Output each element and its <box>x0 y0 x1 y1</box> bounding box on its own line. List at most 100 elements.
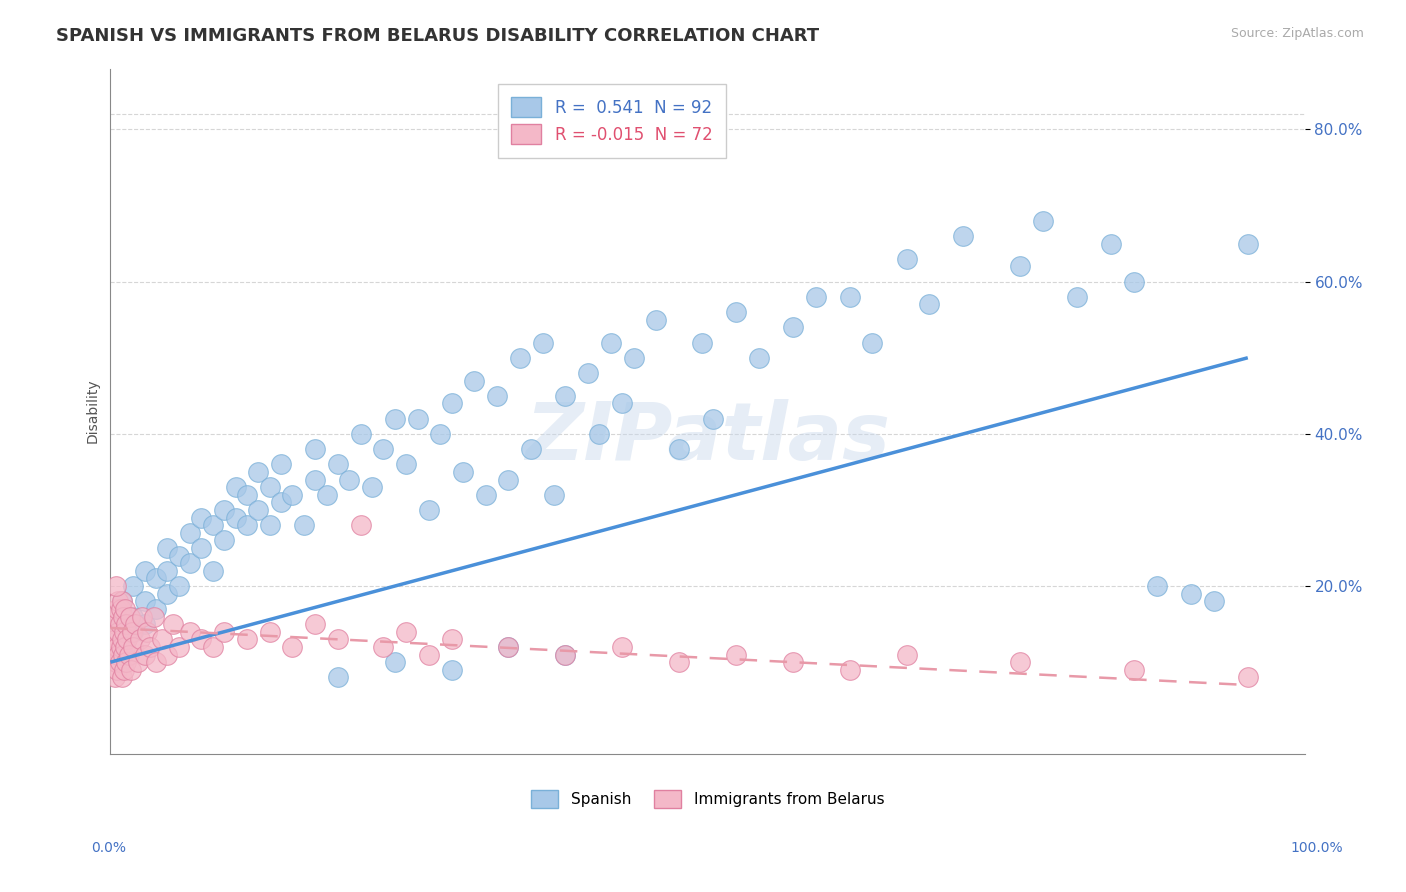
Point <box>612 396 634 410</box>
Point <box>406 411 429 425</box>
Point <box>111 594 134 608</box>
Point <box>373 442 395 456</box>
Point <box>748 351 770 365</box>
Point <box>395 624 418 639</box>
Point <box>543 488 565 502</box>
Point <box>105 663 128 677</box>
Point <box>270 458 292 472</box>
Point <box>373 640 395 654</box>
Point <box>292 518 315 533</box>
Point <box>520 442 543 456</box>
Point <box>122 579 145 593</box>
Point <box>623 351 645 365</box>
Point <box>668 655 690 669</box>
Point <box>612 640 634 654</box>
Point <box>105 655 128 669</box>
Text: Source: ZipAtlas.com: Source: ZipAtlas.com <box>1230 27 1364 40</box>
Point <box>1236 670 1258 684</box>
Point <box>599 335 621 350</box>
Point <box>104 670 127 684</box>
Point <box>111 617 134 632</box>
Point <box>122 624 145 639</box>
Point <box>304 442 326 456</box>
Point <box>645 312 668 326</box>
Point <box>724 305 747 319</box>
Point <box>122 640 145 654</box>
Point <box>134 594 156 608</box>
Point <box>131 609 153 624</box>
Point <box>690 335 713 350</box>
Point <box>349 518 371 533</box>
Point <box>1099 236 1122 251</box>
Point <box>384 411 406 425</box>
Point <box>107 624 129 639</box>
Point <box>111 609 134 624</box>
Point <box>554 648 576 662</box>
Text: 100.0%: 100.0% <box>1291 841 1343 855</box>
Point <box>1010 655 1032 669</box>
Point <box>139 640 162 654</box>
Point <box>212 624 235 639</box>
Point <box>162 617 184 632</box>
Point <box>474 488 496 502</box>
Point <box>110 640 132 654</box>
Point <box>304 473 326 487</box>
Point <box>114 640 136 654</box>
Point <box>429 426 451 441</box>
Point <box>145 602 167 616</box>
Point <box>112 663 135 677</box>
Point <box>463 374 485 388</box>
Point <box>588 426 610 441</box>
Point <box>509 351 531 365</box>
Point <box>167 579 190 593</box>
Point <box>104 617 127 632</box>
Point <box>281 488 304 502</box>
Point <box>952 229 974 244</box>
Point <box>1066 290 1088 304</box>
Point <box>554 648 576 662</box>
Point <box>115 655 138 669</box>
Point <box>259 480 281 494</box>
Point <box>270 495 292 509</box>
Point <box>127 655 149 669</box>
Point <box>105 640 128 654</box>
Point <box>190 510 212 524</box>
Point <box>554 389 576 403</box>
Point <box>498 640 520 654</box>
Point <box>110 602 132 616</box>
Point <box>212 503 235 517</box>
Point <box>304 617 326 632</box>
Point <box>247 465 270 479</box>
Point <box>112 624 135 639</box>
Point <box>418 648 440 662</box>
Point <box>121 624 143 639</box>
Point <box>361 480 384 494</box>
Point <box>724 648 747 662</box>
Point <box>486 389 509 403</box>
Point <box>896 648 918 662</box>
Point <box>142 609 165 624</box>
Point <box>212 533 235 548</box>
Point <box>190 541 212 555</box>
Point <box>896 252 918 266</box>
Point <box>105 579 128 593</box>
Point <box>1236 236 1258 251</box>
Point <box>134 648 156 662</box>
Point <box>105 609 128 624</box>
Point <box>117 648 139 662</box>
Point <box>1010 260 1032 274</box>
Point <box>1202 594 1225 608</box>
Point <box>150 632 173 647</box>
Point <box>129 632 152 647</box>
Point <box>115 617 138 632</box>
Point <box>440 632 463 647</box>
Point <box>259 624 281 639</box>
Point <box>145 571 167 585</box>
Point <box>156 564 179 578</box>
Point <box>201 518 224 533</box>
Point <box>440 663 463 677</box>
Point <box>498 473 520 487</box>
Point <box>225 480 247 494</box>
Point <box>124 617 146 632</box>
Point <box>349 426 371 441</box>
